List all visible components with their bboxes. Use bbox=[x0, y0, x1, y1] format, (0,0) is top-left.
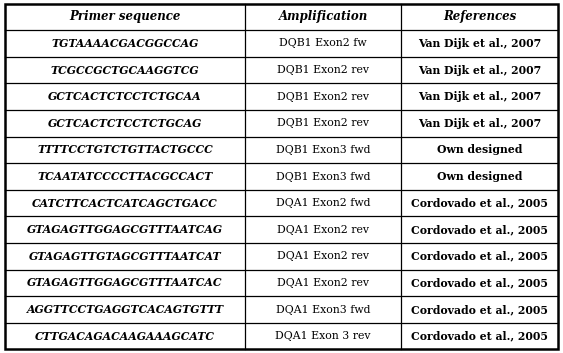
Text: Van Dijk et al., 2007: Van Dijk et al., 2007 bbox=[418, 65, 541, 76]
Text: Cordovado et al., 2005: Cordovado et al., 2005 bbox=[411, 304, 548, 315]
Text: DQA1 Exon 3 rev: DQA1 Exon 3 rev bbox=[275, 331, 371, 341]
Text: GTAGAGTTGTAGCGTTTAATCAT: GTAGAGTTGTAGCGTTTAATCAT bbox=[29, 251, 221, 262]
Text: Cordovado et al., 2005: Cordovado et al., 2005 bbox=[411, 251, 548, 262]
Text: DQA1 Exon2 fwd: DQA1 Exon2 fwd bbox=[276, 198, 370, 208]
Text: References: References bbox=[443, 10, 516, 23]
Text: TGTAAAACGACGGCCAG: TGTAAAACGACGGCCAG bbox=[51, 38, 199, 49]
Text: DQA1 Exon2 rev: DQA1 Exon2 rev bbox=[277, 278, 369, 288]
Text: DQB1 Exon2 rev: DQB1 Exon2 rev bbox=[277, 65, 369, 75]
Text: DQB1 Exon2 fw: DQB1 Exon2 fw bbox=[279, 38, 367, 48]
Text: Own designed: Own designed bbox=[437, 171, 522, 182]
Text: Cordovado et al., 2005: Cordovado et al., 2005 bbox=[411, 198, 548, 209]
Text: DQA1 Exon2 rev: DQA1 Exon2 rev bbox=[277, 225, 369, 235]
Text: Van Dijk et al., 2007: Van Dijk et al., 2007 bbox=[418, 118, 541, 129]
Text: Van Dijk et al., 2007: Van Dijk et al., 2007 bbox=[418, 38, 541, 49]
Text: DQA1 Exon3 fwd: DQA1 Exon3 fwd bbox=[276, 305, 370, 315]
Text: AGGTTCCTGAGGTCACAGTGTTT: AGGTTCCTGAGGTCACAGTGTTT bbox=[26, 304, 224, 315]
Text: DQA1 Exon2 rev: DQA1 Exon2 rev bbox=[277, 251, 369, 261]
Text: DQB1 Exon3 fwd: DQB1 Exon3 fwd bbox=[276, 145, 370, 155]
Text: Primer sequence: Primer sequence bbox=[69, 10, 181, 23]
Text: Cordovado et al., 2005: Cordovado et al., 2005 bbox=[411, 224, 548, 235]
Text: DQB1 Exon2 rev: DQB1 Exon2 rev bbox=[277, 92, 369, 102]
Text: Cordovado et al., 2005: Cordovado et al., 2005 bbox=[411, 331, 548, 342]
Text: CATCTTCACTCATCAGCTGACC: CATCTTCACTCATCAGCTGACC bbox=[32, 198, 218, 209]
Text: TCAATATCCCCTTACGCCACT: TCAATATCCCCTTACGCCACT bbox=[37, 171, 213, 182]
Text: GTAGAGTTGGAGCGTTTAATCAC: GTAGAGTTGGAGCGTTTAATCAC bbox=[27, 277, 223, 288]
Text: GCTCACTCTCCTCTGCAA: GCTCACTCTCCTCTGCAA bbox=[48, 91, 202, 102]
Text: DQB1 Exon3 fwd: DQB1 Exon3 fwd bbox=[276, 172, 370, 181]
Text: GCTCACTCTCCTCTGCAG: GCTCACTCTCCTCTGCAG bbox=[48, 118, 202, 129]
Text: DQB1 Exon2 rev: DQB1 Exon2 rev bbox=[277, 118, 369, 128]
Text: Cordovado et al., 2005: Cordovado et al., 2005 bbox=[411, 277, 548, 288]
Text: Van Dijk et al., 2007: Van Dijk et al., 2007 bbox=[418, 91, 541, 102]
Text: CTTGACAGACAAGAAAGCATC: CTTGACAGACAAGAAAGCATC bbox=[35, 331, 215, 342]
Text: Own designed: Own designed bbox=[437, 144, 522, 155]
Text: TCGCCGCTGCAAGGTCG: TCGCCGCTGCAAGGTCG bbox=[51, 65, 199, 76]
Text: GTAGAGTTGGAGCGTTTAATCAG: GTAGAGTTGGAGCGTTTAATCAG bbox=[27, 224, 223, 235]
Text: Amplification: Amplification bbox=[279, 10, 368, 23]
Text: TTTTCCTGTCTGTTACTGCCC: TTTTCCTGTCTGTTACTGCCC bbox=[37, 144, 213, 155]
